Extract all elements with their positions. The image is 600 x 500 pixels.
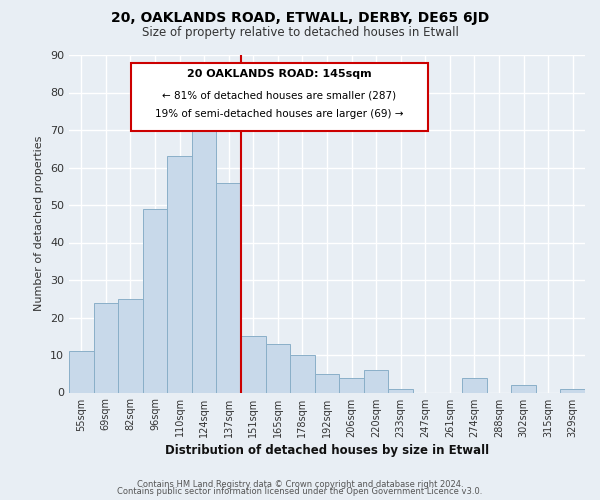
Y-axis label: Number of detached properties: Number of detached properties [34,136,44,312]
Text: Contains public sector information licensed under the Open Government Licence v3: Contains public sector information licen… [118,488,482,496]
Text: 20 OAKLANDS ROAD: 145sqm: 20 OAKLANDS ROAD: 145sqm [187,69,371,79]
Bar [462,378,487,392]
FancyBboxPatch shape [131,64,428,131]
Bar [94,302,118,392]
Text: ← 81% of detached houses are smaller (287): ← 81% of detached houses are smaller (28… [162,90,397,101]
X-axis label: Distribution of detached houses by size in Etwall: Distribution of detached houses by size … [165,444,489,456]
Bar [69,351,94,393]
Bar [143,209,167,392]
Bar [290,355,315,393]
Bar [192,130,217,392]
Bar [339,378,364,392]
Bar [560,389,585,392]
Bar [511,385,536,392]
Text: Contains HM Land Registry data © Crown copyright and database right 2024.: Contains HM Land Registry data © Crown c… [137,480,463,489]
Text: Size of property relative to detached houses in Etwall: Size of property relative to detached ho… [142,26,458,39]
Text: 19% of semi-detached houses are larger (69) →: 19% of semi-detached houses are larger (… [155,109,404,119]
Text: 20, OAKLANDS ROAD, ETWALL, DERBY, DE65 6JD: 20, OAKLANDS ROAD, ETWALL, DERBY, DE65 6… [111,11,489,25]
Bar [315,374,339,392]
Bar [364,370,388,392]
Bar [167,156,192,392]
Bar [217,182,241,392]
Bar [266,344,290,393]
Bar [118,298,143,392]
Bar [241,336,266,392]
Bar [388,389,413,392]
